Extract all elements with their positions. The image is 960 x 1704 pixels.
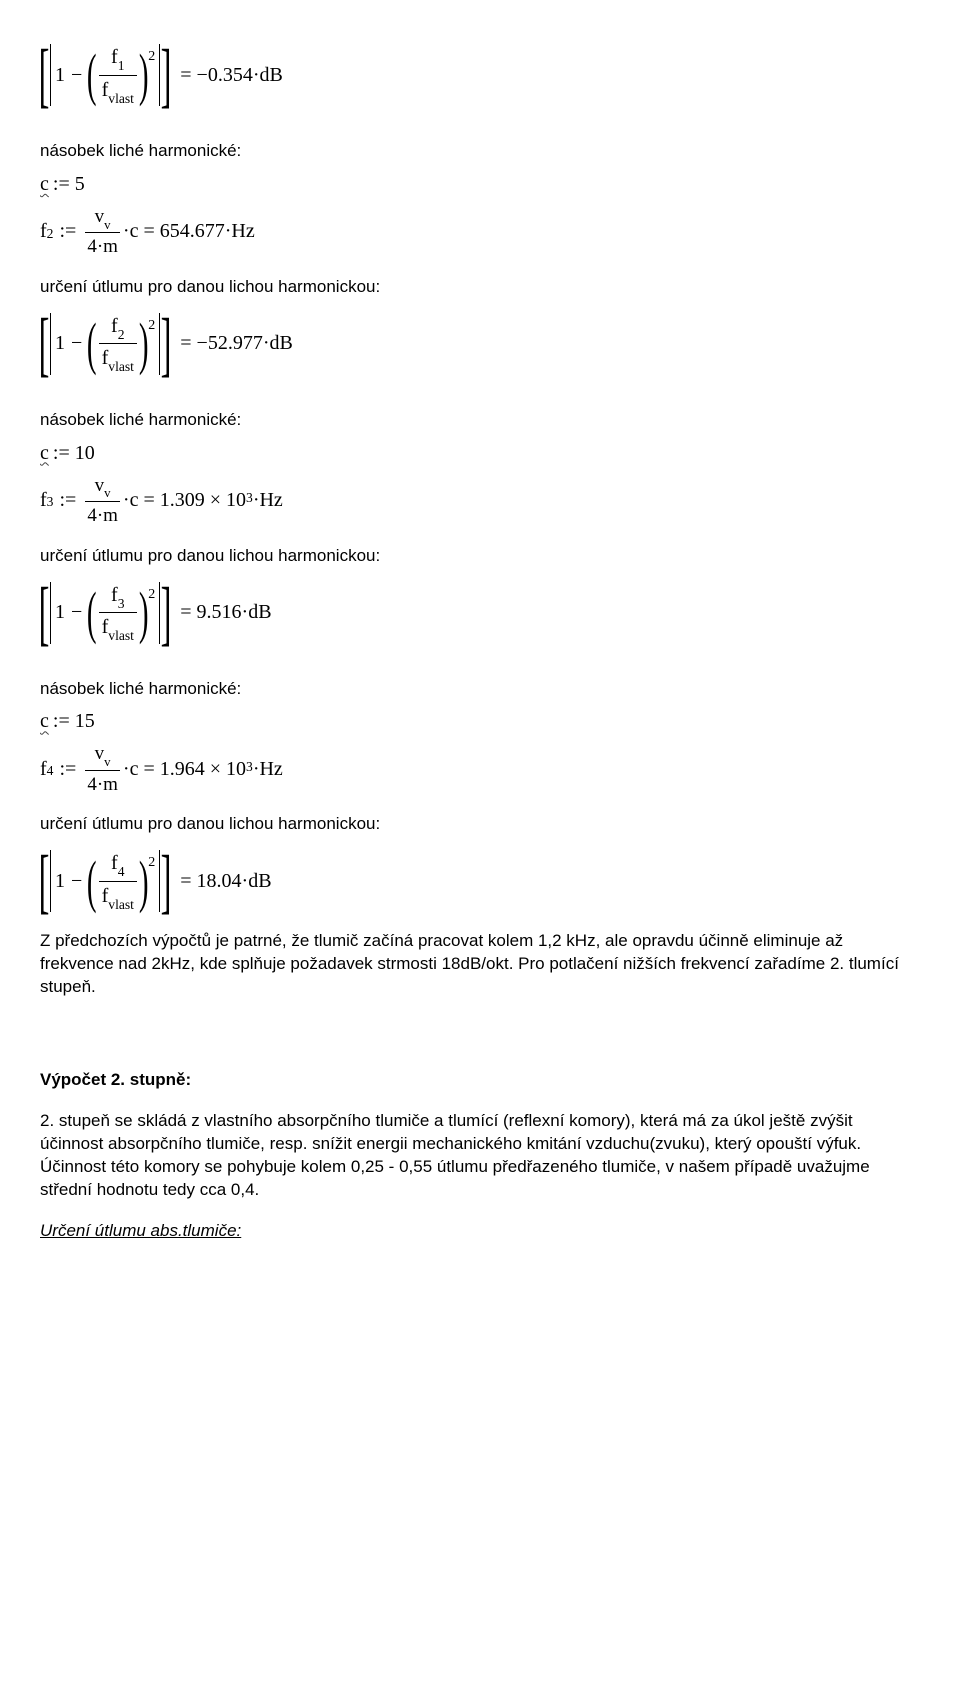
abs-bar-icon	[50, 313, 51, 375]
paren-left-icon: (	[87, 322, 97, 366]
abs-bar-icon	[50, 850, 51, 912]
bracket-left-icon: [	[39, 854, 50, 908]
summary-paragraph: Z předchozích výpočtů je patrné, že tlum…	[40, 930, 900, 999]
stage2-paragraph: 2. stupeň se skládá z vlastního absorpčn…	[40, 1110, 900, 1202]
equation-result: = 9.516·dB	[170, 599, 271, 626]
minus-icon: −	[65, 330, 88, 357]
c-assignment: c := 10	[40, 440, 920, 467]
equation-result: = −52.977·dB	[170, 330, 293, 357]
equation-1: [ 1 − ( f1 fvlast ) 2 ] = −0.354·dB	[40, 44, 920, 106]
minus-icon: −	[65, 62, 88, 89]
f4-assignment: f4 := vv 4·m ·c = 1.964 × 103·Hz	[40, 741, 920, 797]
heading-attenuation: určení útlumu pro danou lichou harmonick…	[40, 276, 920, 299]
paren-left-icon: (	[87, 860, 97, 904]
f2-assignment: f2 := vv 4·m ·c = 654.677·Hz	[40, 204, 920, 260]
paren-left-icon: (	[87, 591, 97, 635]
equation-result: = −0.354·dB	[170, 62, 283, 89]
fraction: f1 fvlast	[96, 44, 140, 106]
bracket-right-icon: ]	[161, 317, 172, 371]
bracket-left-icon: [	[39, 317, 50, 371]
minus-icon: −	[65, 868, 88, 895]
paren-right-icon: )	[139, 591, 149, 635]
bracket-right-icon: ]	[161, 48, 172, 102]
heading-harmonic-multiple: násobek liché harmonické:	[40, 409, 920, 432]
paren-left-icon: (	[87, 53, 97, 97]
abs-bar-icon	[50, 44, 51, 106]
f3-assignment: f3 := vv 4·m ·c = 1.309 × 103·Hz	[40, 473, 920, 529]
exponent: 2	[148, 48, 155, 67]
one: 1	[55, 62, 65, 89]
paren-right-icon: )	[139, 322, 149, 366]
bracket-left-icon: [	[39, 48, 50, 102]
paren-right-icon: )	[139, 53, 149, 97]
section-heading-abs-attenuation: Určení útlumu abs.tlumiče:	[40, 1220, 900, 1243]
equation-result: = 18.04·dB	[170, 868, 271, 895]
c-assignment: c := 5	[40, 171, 920, 198]
heading-attenuation: určení útlumu pro danou lichou harmonick…	[40, 813, 920, 836]
heading-harmonic-multiple: násobek liché harmonické:	[40, 678, 920, 701]
paren-right-icon: )	[139, 860, 149, 904]
heading-harmonic-multiple: násobek liché harmonické:	[40, 140, 920, 163]
equation-4: [ 1 − ( f4 fvlast ) 2 ] = 18.04·dB	[40, 850, 920, 912]
heading-attenuation: určení útlumu pro danou lichou harmonick…	[40, 545, 920, 568]
bracket-right-icon: ]	[161, 586, 172, 640]
minus-icon: −	[65, 599, 88, 626]
equation-2: [ 1 − ( f2 fvlast ) 2 ] = −52.977·dB	[40, 313, 920, 375]
equation-3: [ 1 − ( f3 fvlast ) 2 ] = 9.516·dB	[40, 582, 920, 644]
abs-bar-icon	[50, 582, 51, 644]
bracket-left-icon: [	[39, 586, 50, 640]
c-assignment: c := 15	[40, 708, 920, 735]
section-heading-stage2: Výpočet 2. stupně:	[40, 1069, 900, 1092]
bracket-right-icon: ]	[161, 854, 172, 908]
